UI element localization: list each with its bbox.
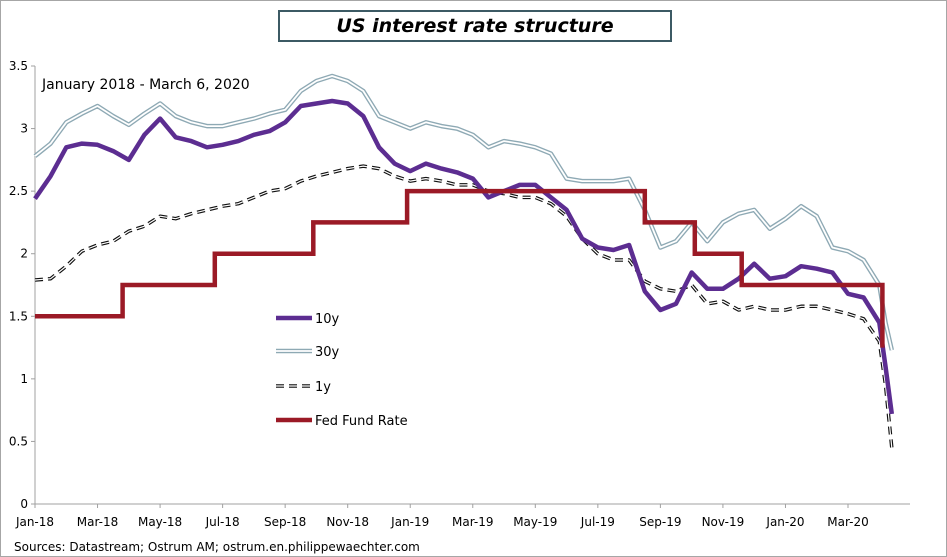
legend-label-1y: 1y [315,380,331,395]
x-tick-label: Jul-18 [205,515,240,529]
x-tick-label: May-19 [513,515,557,529]
y-tick-label: 3 [20,122,28,136]
y-tick-label: 1 [20,372,28,386]
series-lines [33,73,895,448]
series-line-fed-fund-rate [35,188,885,348]
x-tick-label: Mar-18 [77,515,118,529]
x-tick-label: May-18 [138,515,182,529]
x-tick-label: Nov-19 [702,515,745,529]
x-tick-label: Jan-20 [765,515,804,529]
x-tick-label: Jan-18 [15,515,54,529]
x-tick-labels: Jan-18 Mar-18 May-18 Jul-18 Sep-18 Nov-18 Jan-… [15,504,869,529]
y-tick-label: 2.5 [9,184,28,198]
x-tick-label: Nov-18 [326,515,369,529]
legend-label-fed-fund-rate: Fed Fund Rate [315,414,408,429]
series-line-1y [34,164,894,448]
source-note: Sources: Datastream; Ostrum AM; ostrum.e… [14,540,420,554]
chart-title: US interest rate structure [278,10,672,42]
legend: 10y 30y 1y Fed Fund Rate [276,312,408,429]
y-tick-label: 2 [20,247,28,261]
legend-label-10y: 10y [315,312,340,327]
x-tick-label: Jan-19 [390,515,429,529]
chart-subtitle: January 2018 - March 6, 2020 [41,77,250,93]
x-tick-label: Jul-19 [580,515,615,529]
series-line-1y-inner [34,165,893,448]
x-tick-label: Sep-18 [264,515,306,529]
y-tick-label: 0 [20,497,28,511]
legend-label-30y: 30y [315,345,340,360]
series-line-30y-inner [34,75,893,351]
x-tick-label: Mar-19 [452,515,493,529]
y-tick-label: 3.5 [9,59,28,73]
y-tick-labels: 0 0.5 1 1.5 2 2.5 3 3.5 [9,59,35,511]
x-tick-label: Mar-20 [827,515,868,529]
y-tick-label: 0.5 [9,434,28,448]
x-tick-label: Sep-19 [639,515,681,529]
y-tick-label: 1.5 [9,309,28,323]
series-line-10y [33,98,895,415]
